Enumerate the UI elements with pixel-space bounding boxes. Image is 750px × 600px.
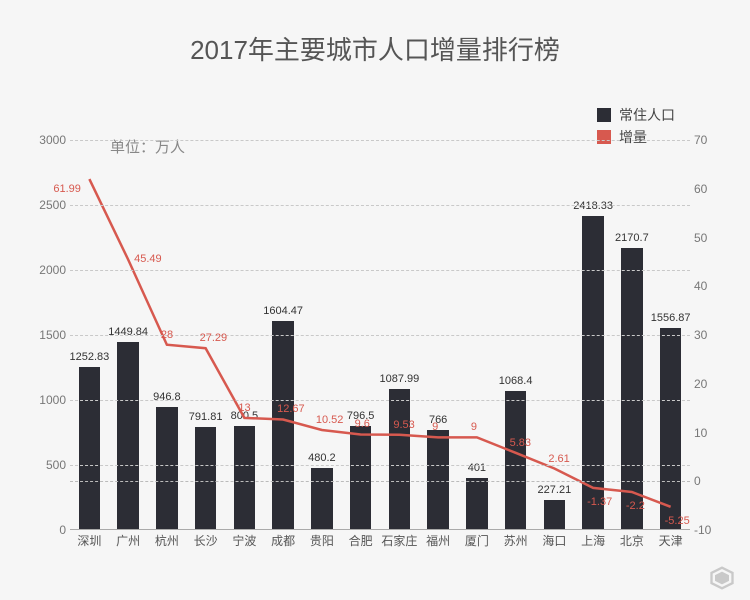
y-right-tick: 60 xyxy=(694,182,730,196)
x-axis xyxy=(70,529,690,530)
line-value-label: 5.83 xyxy=(510,437,531,449)
grid-line xyxy=(70,205,690,206)
grid-line xyxy=(70,140,690,141)
grid-line xyxy=(70,465,690,466)
legend-item-bar: 常住人口 xyxy=(597,105,675,125)
line-value-label: -1.37 xyxy=(587,496,612,508)
x-axis-label: 深圳 xyxy=(77,532,101,549)
y-right-tick: 50 xyxy=(694,231,730,245)
line-value-label: -5.25 xyxy=(665,515,690,527)
y-left-tick: 2500 xyxy=(30,198,66,212)
y-left-tick: 3000 xyxy=(30,133,66,147)
y-right-tick: 40 xyxy=(694,279,730,293)
line-value-label: 27.29 xyxy=(200,332,228,344)
plot-area: 050010001500200025003000 -10010203040506… xyxy=(70,140,690,530)
x-axis-label: 厦门 xyxy=(465,532,489,549)
x-axis-label: 上海 xyxy=(581,532,605,549)
x-axis-label: 北京 xyxy=(620,532,644,549)
chart-container: 2017年主要城市人口增量排行榜 单位：万人 常住人口 增量 050010001… xyxy=(0,0,750,600)
y-right-tick: 30 xyxy=(694,328,730,342)
y-right-tick: 0 xyxy=(694,474,730,488)
y-left-tick: 500 xyxy=(30,458,66,472)
grid-line xyxy=(70,270,690,271)
x-axis-label: 合肥 xyxy=(349,532,373,549)
legend-label-bar: 常住人口 xyxy=(619,105,675,125)
y-right-tick: 10 xyxy=(694,426,730,440)
x-axis-label: 福州 xyxy=(426,532,450,549)
x-axis-label: 贵阳 xyxy=(310,532,334,549)
line-value-label: 2.61 xyxy=(548,453,569,465)
legend-swatch-bar xyxy=(597,108,611,122)
line-value-label: 28 xyxy=(161,329,173,341)
line-value-label: 9.6 xyxy=(355,418,370,430)
x-axis-label: 石家庄 xyxy=(381,532,417,549)
x-axis-label: 苏州 xyxy=(504,532,528,549)
y-right-tick: -10 xyxy=(694,523,730,537)
line-value-label: 10.52 xyxy=(316,414,344,426)
x-axis-label: 成都 xyxy=(271,532,295,549)
y-left-tick: 1500 xyxy=(30,328,66,342)
y-axis-left: 050010001500200025003000 xyxy=(30,140,66,530)
x-axis-label: 杭州 xyxy=(155,532,179,549)
y-axis-right: -10010203040506070 xyxy=(694,140,730,530)
right-zero-line xyxy=(70,481,690,482)
line-value-label: 9 xyxy=(432,421,438,433)
watermark-icon xyxy=(708,564,736,592)
x-axis-label: 广州 xyxy=(116,532,140,549)
trend-line xyxy=(89,179,670,507)
y-left-tick: 2000 xyxy=(30,263,66,277)
grid-line xyxy=(70,400,690,401)
line-value-label: 9.53 xyxy=(393,419,414,431)
line-value-label: 9 xyxy=(471,421,477,433)
x-axis-labels: 深圳广州杭州长沙宁波成都贵阳合肥石家庄福州厦门苏州海口上海北京天津 xyxy=(70,532,690,552)
y-left-tick: 1000 xyxy=(30,393,66,407)
y-right-tick: 20 xyxy=(694,377,730,391)
x-axis-label: 宁波 xyxy=(232,532,256,549)
chart-title: 2017年主要城市人口增量排行榜 xyxy=(0,30,750,67)
x-axis-label: 海口 xyxy=(542,532,566,549)
x-axis-label: 天津 xyxy=(659,532,683,549)
y-right-tick: 70 xyxy=(694,133,730,147)
line-value-label: 45.49 xyxy=(134,253,162,265)
line-value-label: 13 xyxy=(238,402,250,414)
line-value-label: 12.67 xyxy=(277,403,305,415)
line-value-label: -2.2 xyxy=(626,500,645,512)
x-axis-label: 长沙 xyxy=(194,532,218,549)
line-value-label: 61.99 xyxy=(53,183,81,195)
y-left-tick: 0 xyxy=(30,523,66,537)
